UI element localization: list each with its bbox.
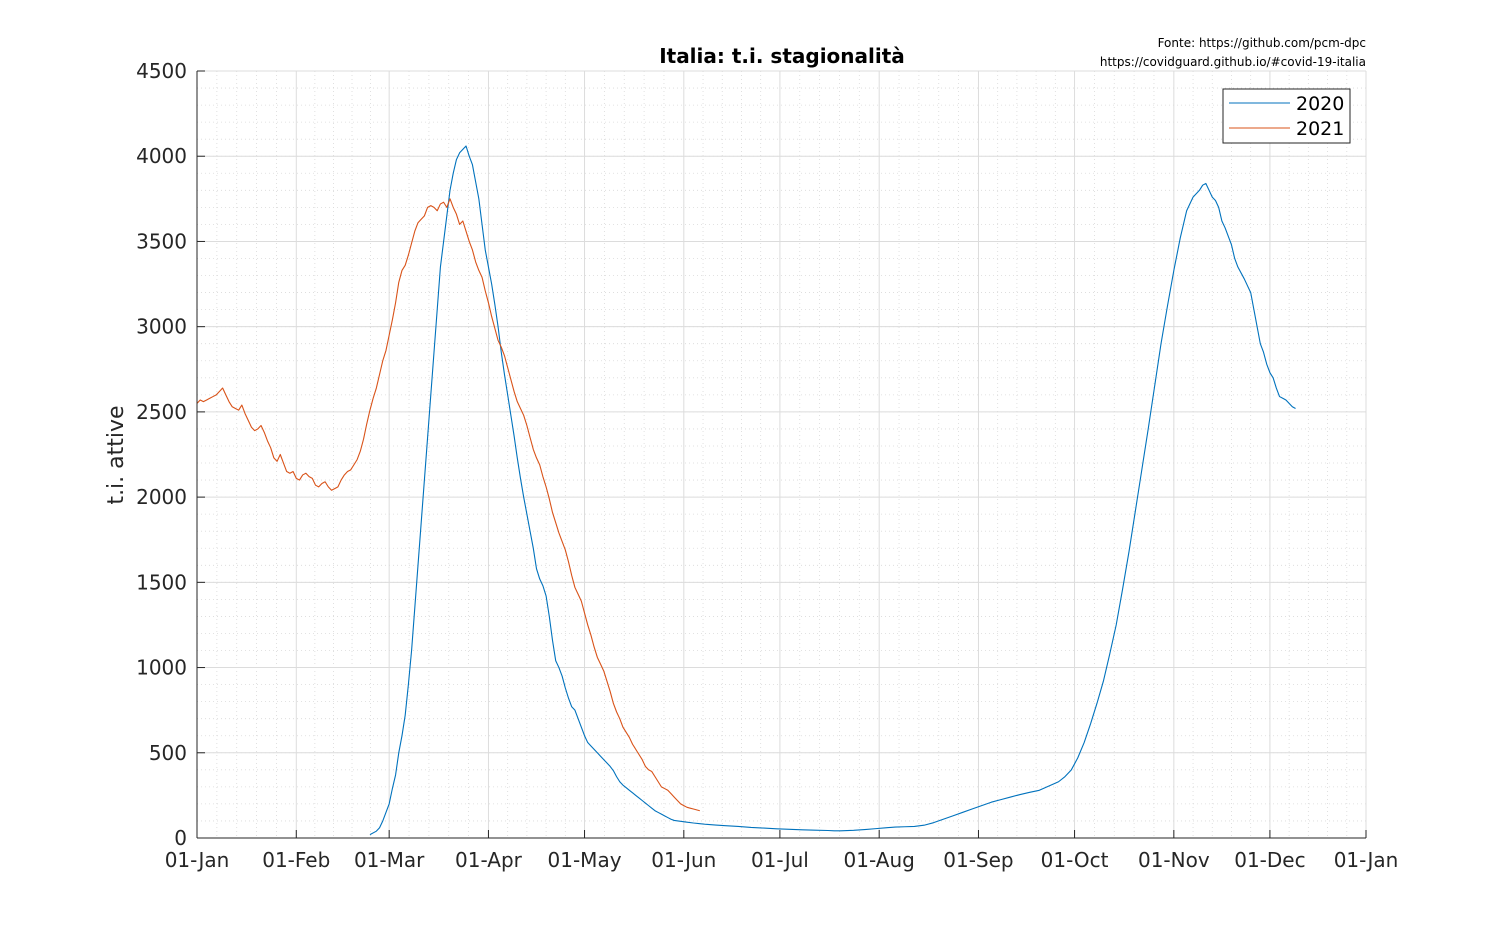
x-tick-label: 01-Feb	[262, 848, 330, 872]
y-tick-label: 3500	[136, 229, 187, 253]
x-tick-label: 01-Nov	[1138, 848, 1210, 872]
y-tick-label: 4500	[136, 59, 187, 83]
source-line-1: Fonte: https://github.com/pcm-dpc	[1158, 36, 1366, 50]
x-tick-label: 01-Mar	[354, 848, 425, 872]
y-tick-label: 1000	[136, 656, 187, 680]
legend[interactable]: 2020 2021	[1222, 88, 1351, 144]
legend-label-2020: 2020	[1296, 93, 1344, 115]
plot-area	[197, 71, 1366, 838]
x-tick-label: 01-May	[548, 848, 622, 872]
source-line-2: https://covidguard.github.io/#covid-19-i…	[1100, 55, 1366, 69]
x-tick-label: 01-Jan	[165, 848, 230, 872]
x-tick-label: 01-Oct	[1041, 848, 1109, 872]
y-tick-label: 500	[149, 741, 187, 765]
x-tick-labels: 01-Jan 01-Feb 01-Mar 01-Apr 01-May 01-Jun 01-J…	[165, 848, 1399, 872]
x-tick-label: 01-Sep	[943, 848, 1013, 872]
axes	[196, 70, 1367, 839]
x-tick-label: 01-Jan	[1334, 848, 1399, 872]
series-lines	[196, 145, 1296, 836]
series-line-2020	[369, 145, 1296, 836]
y-tick-label: 2000	[136, 485, 187, 509]
legend-box	[1222, 88, 1351, 144]
y-axis-label: t.i. attive	[104, 405, 129, 504]
y-tick-label: 2500	[136, 400, 187, 424]
y-tick-labels: 0 500 1000 1500 2000 2500 3000 3500 4000 4500	[136, 59, 187, 850]
chart-title: Italia: t.i. stagionalità	[659, 44, 905, 68]
x-tick-label: 01-Jul	[751, 848, 809, 872]
legend-label-2021: 2021	[1296, 118, 1344, 140]
y-tick-label: 0	[174, 826, 187, 850]
x-tick-label: 01-Jun	[651, 848, 716, 872]
x-tick-label: 01-Dec	[1234, 848, 1305, 872]
plot-background	[197, 71, 1366, 838]
y-tick-label: 3000	[136, 315, 187, 339]
y-tick-label: 4000	[136, 144, 187, 168]
y-tick-label: 1500	[136, 570, 187, 594]
x-tick-label: 01-Apr	[455, 848, 523, 872]
series-line-2021	[196, 198, 700, 812]
x-tick-label: 01-Aug	[844, 848, 915, 872]
